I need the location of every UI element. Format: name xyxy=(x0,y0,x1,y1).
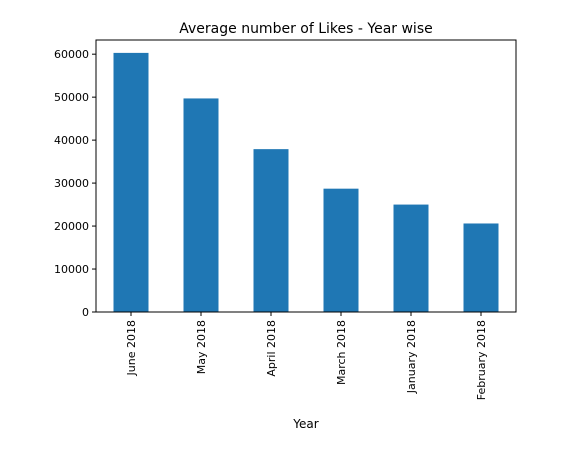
x-tick-label: June 2018 xyxy=(125,320,138,376)
y-tick-label: 60000 xyxy=(54,48,89,61)
bar-may-2018 xyxy=(183,98,219,312)
y-tick-label: 30000 xyxy=(54,177,89,190)
bar-june-2018 xyxy=(113,52,149,313)
x-axis: June 2018 May 2018 April 2018 March 2018 Jan… xyxy=(125,312,488,400)
y-tick-label: 10000 xyxy=(54,263,89,276)
x-tick-label: March 2018 xyxy=(335,320,348,385)
x-tick-label: February 2018 xyxy=(475,320,488,400)
y-tick-label: 50000 xyxy=(54,91,89,104)
y-tick-label: 40000 xyxy=(54,134,89,147)
plot-frame xyxy=(95,39,517,313)
x-tick-label: May 2018 xyxy=(195,320,208,374)
y-tick-label: 0 xyxy=(82,306,89,319)
bar-january-2018 xyxy=(393,204,429,312)
x-tick-label: January 2018 xyxy=(405,320,418,394)
bar-february-2018 xyxy=(463,223,499,312)
y-axis: 0 10000 20000 30000 40000 50000 60000 xyxy=(54,48,96,319)
bar-march-2018 xyxy=(323,188,359,312)
bar-april-2018 xyxy=(253,149,289,312)
x-tick-label: April 2018 xyxy=(265,320,278,377)
chart-title: Average number of Likes - Year wise xyxy=(179,21,432,37)
bars-group xyxy=(113,52,499,313)
y-tick-label: 20000 xyxy=(54,220,89,233)
x-axis-label: Year xyxy=(292,417,318,431)
